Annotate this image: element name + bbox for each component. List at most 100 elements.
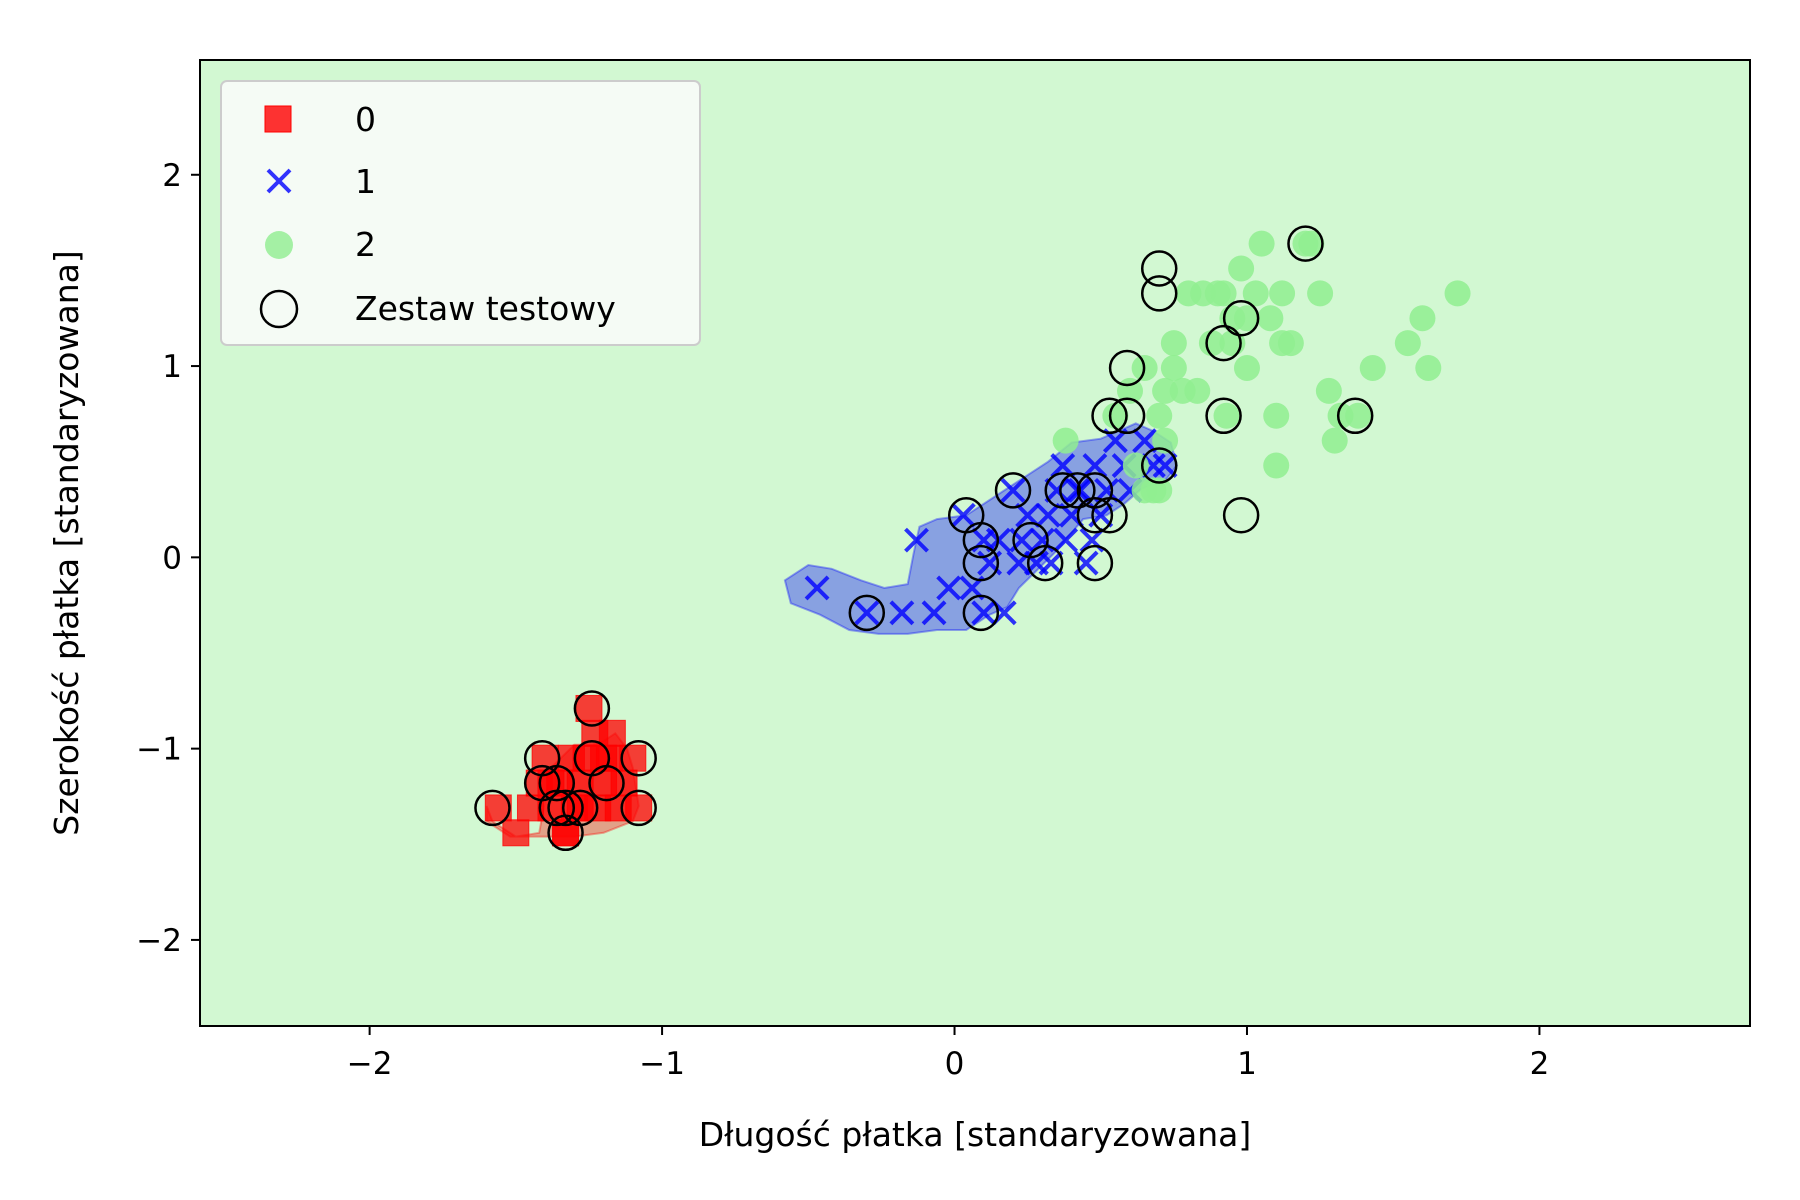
point-series-2-42 <box>1169 377 1196 404</box>
point-series-1-2 <box>889 600 915 626</box>
point-series-3-15 <box>962 594 1000 632</box>
point-series-3-19 <box>1012 521 1049 559</box>
point-series-1-36 <box>1038 550 1064 576</box>
y-tick-label-0: −2 <box>136 923 182 959</box>
legend-label-2: 2 <box>355 225 376 264</box>
point-series-3-21 <box>1044 472 1081 509</box>
point-series-1-33 <box>1152 453 1178 478</box>
x-tick-label-0: −2 <box>347 1046 393 1082</box>
point-series-3-23 <box>1076 544 1114 582</box>
x-axis-ticks: −2 −1 0 1 2 <box>347 1026 1550 1082</box>
point-series-2-4 <box>1146 402 1173 429</box>
point-series-1-19 <box>1050 453 1076 478</box>
legend-marker-2 <box>265 231 293 259</box>
point-series-2-24 <box>1315 377 1342 404</box>
plot-frame <box>199 59 1751 1027</box>
point-series-3-7 <box>561 789 599 827</box>
point-series-2-1 <box>1102 402 1129 429</box>
point-series-1-25 <box>1082 453 1108 478</box>
point-series-3-34 <box>1205 324 1242 362</box>
point-series-2-13 <box>1228 255 1255 282</box>
point-series-3-36 <box>1222 299 1260 337</box>
point-series-1-12 <box>1000 477 1026 503</box>
legend: 0 1 2 Zestaw testowy <box>220 80 701 346</box>
point-series-2-29 <box>1409 305 1436 332</box>
y-axis-ticks: −2 −1 0 1 2 <box>136 158 200 959</box>
point-series-2-19 <box>1269 280 1296 307</box>
point-series-2-17 <box>1257 305 1284 332</box>
point-series-3-3 <box>538 789 576 827</box>
y-tick-label-2: 0 <box>162 540 182 576</box>
point-series-3-24 <box>1076 497 1114 534</box>
point-series-3-30 <box>1140 447 1178 484</box>
point-series-3-32 <box>1140 250 1178 287</box>
point-series-1-3 <box>904 527 929 553</box>
legend-label-1: 1 <box>355 162 376 201</box>
point-series-3-38 <box>1336 397 1374 435</box>
point-series-3-5 <box>547 789 584 827</box>
point-series-2-16 <box>1248 230 1275 257</box>
point-series-2-45 <box>1321 427 1348 454</box>
point-series-2-30 <box>1415 354 1442 381</box>
legend-marker-0 <box>264 105 292 133</box>
point-series-1-1 <box>854 600 880 626</box>
legend-box <box>220 80 701 346</box>
point-series-2-40 <box>1140 477 1167 504</box>
point-series-1-17 <box>1035 502 1061 528</box>
x-tick-label-4: 2 <box>1530 1046 1550 1082</box>
point-series-1-6 <box>950 502 976 528</box>
point-series-3-16 <box>962 544 1000 582</box>
x-tick-label-2: 0 <box>945 1046 965 1082</box>
point-series-3-13 <box>848 594 886 632</box>
point-series-1-5 <box>936 575 962 601</box>
point-series-2-11 <box>1213 402 1240 429</box>
point-series-3-20 <box>1026 544 1064 582</box>
x-tick-label-3: 1 <box>1237 1046 1257 1082</box>
point-series-1-0 <box>804 575 830 601</box>
point-series-3-12 <box>620 789 657 827</box>
point-series-3-27 <box>1091 397 1128 435</box>
point-series-2-44 <box>1269 330 1296 357</box>
point-series-3-17 <box>962 521 1000 559</box>
point-series-2-43 <box>1210 280 1237 307</box>
y-axis-label: Szerokość płatka [standaryzowana] <box>47 250 86 835</box>
point-series-3-28 <box>1108 397 1146 435</box>
x-axis-label: Długość płatka [standaryzowana] <box>699 1115 1252 1154</box>
data-points <box>474 225 1471 852</box>
x-tick-label-1: −1 <box>639 1046 685 1082</box>
point-series-2-14 <box>1233 354 1260 381</box>
point-series-3-18 <box>994 472 1032 509</box>
point-series-1-31 <box>1132 428 1158 454</box>
point-series-3-0 <box>474 789 511 827</box>
point-series-0-21 <box>625 794 653 822</box>
point-series-2-37 <box>1233 305 1260 332</box>
point-series-2-18 <box>1263 402 1290 429</box>
point-series-1-20 <box>1053 527 1079 553</box>
point-series-0-1 <box>502 819 530 847</box>
point-series-2-0 <box>1052 427 1079 454</box>
point-series-2-22 <box>1298 230 1325 257</box>
point-series-2-26 <box>1345 402 1372 429</box>
y-tick-label-3: 1 <box>162 349 182 385</box>
point-series-2-27 <box>1359 354 1386 381</box>
point-series-2-34 <box>1160 330 1187 357</box>
point-series-2-38 <box>1263 452 1290 479</box>
point-series-3-4 <box>538 764 576 802</box>
y-tick-label-1: −1 <box>136 732 182 768</box>
point-series-0-17 <box>598 719 626 747</box>
point-series-3-11 <box>620 739 657 777</box>
point-series-2-31 <box>1444 280 1471 307</box>
point-series-3-8 <box>573 690 611 727</box>
point-series-3-35 <box>1222 497 1260 534</box>
legend-label-0: 0 <box>355 100 376 139</box>
point-series-2-23 <box>1307 280 1334 307</box>
legend-label-test: Zestaw testowy <box>355 289 616 328</box>
point-series-3-31 <box>1140 275 1178 312</box>
point-series-1-4 <box>921 600 947 626</box>
point-series-2-6 <box>1160 354 1187 381</box>
point-series-2-9 <box>1198 330 1225 357</box>
point-series-2-15 <box>1242 280 1269 307</box>
point-series-2-28 <box>1394 330 1421 357</box>
legend-marker-1 <box>266 168 292 194</box>
